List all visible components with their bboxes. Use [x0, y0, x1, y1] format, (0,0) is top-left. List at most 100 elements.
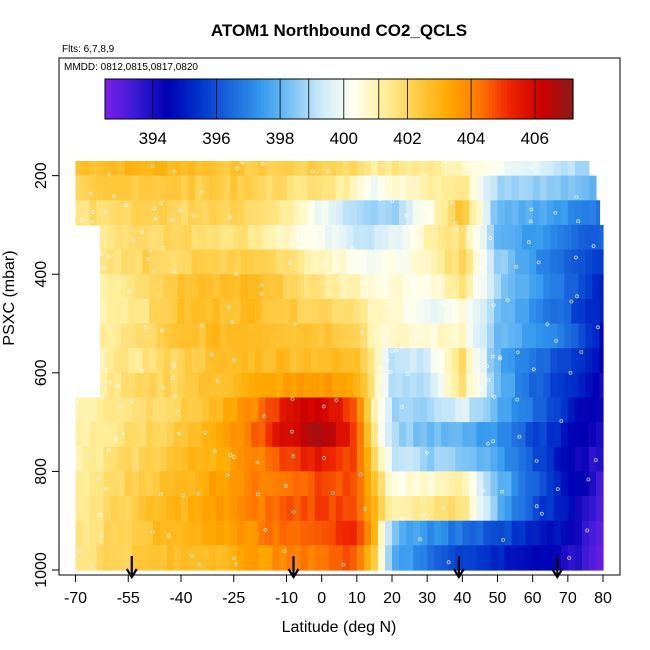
heatmap-cell — [497, 545, 506, 571]
x-tick-label: 60 — [524, 590, 542, 607]
heatmap-cell — [377, 446, 386, 473]
heatmap-cell — [395, 249, 404, 275]
heatmap-cell — [515, 323, 523, 349]
heatmap-cell — [465, 298, 474, 325]
heatmap-cell — [392, 545, 400, 571]
heatmap-cell — [117, 496, 126, 522]
heatmap-cell — [121, 249, 129, 275]
heatmap-cell — [508, 298, 516, 325]
heatmap-cell — [472, 249, 481, 275]
heatmap-cell — [75, 175, 84, 201]
heatmap-cell — [212, 298, 221, 325]
heatmap-cell — [483, 545, 492, 571]
heatmap-cell — [272, 161, 281, 177]
sample-point — [172, 269, 177, 274]
heatmap-cell — [272, 175, 281, 201]
sample-point — [454, 220, 459, 225]
heatmap-cell — [550, 274, 558, 300]
sample-point — [405, 489, 410, 494]
heatmap-cell — [420, 446, 428, 473]
heatmap-cell — [170, 274, 179, 300]
heatmap-cell — [370, 496, 379, 522]
heatmap-cell — [413, 520, 421, 546]
heatmap-cell — [444, 298, 453, 325]
heatmap-cell — [546, 161, 555, 177]
heatmap-cell — [177, 224, 186, 251]
colorbar-swatch — [164, 79, 168, 119]
sample-point — [388, 369, 393, 374]
sample-point — [486, 441, 491, 446]
heatmap-cell — [374, 298, 383, 325]
sample-point — [234, 562, 239, 567]
heatmap-cell — [413, 446, 421, 473]
heatmap-cell — [96, 496, 105, 522]
heatmap-cell — [585, 249, 594, 275]
sample-point — [151, 163, 156, 168]
heatmap-cell — [135, 298, 143, 325]
heatmap-cell — [272, 520, 281, 546]
heatmap-cell — [103, 496, 112, 522]
sample-point — [399, 344, 404, 349]
sample-point — [491, 303, 496, 308]
sample-point — [118, 404, 123, 408]
heatmap-cell — [223, 397, 231, 423]
heatmap-cell — [504, 200, 513, 226]
heatmap-cell — [339, 298, 347, 325]
heatmap-cell — [247, 224, 256, 251]
heatmap-cell — [159, 397, 168, 423]
heatmap-cell — [553, 496, 562, 522]
heatmap-cell — [430, 274, 439, 300]
heatmap-cell — [483, 397, 492, 423]
heatmap-cell — [145, 200, 154, 226]
heatmap-cell — [501, 224, 509, 251]
heatmap-cell — [237, 161, 245, 177]
colorbar-swatch — [298, 79, 303, 119]
heatmap-cell — [539, 446, 548, 473]
heatmap-cell — [265, 545, 274, 571]
heatmap-cell — [307, 200, 316, 226]
heatmap-cell — [307, 175, 316, 201]
heatmap-cell — [399, 397, 407, 423]
heatmap-cell — [469, 397, 477, 423]
heatmap-cell — [138, 545, 147, 571]
heatmap-cell — [268, 249, 277, 275]
heatmap-cell — [181, 422, 189, 448]
heatmap-cell — [103, 446, 112, 473]
colorbar-swatch — [217, 79, 222, 119]
heatmap-cell — [353, 224, 361, 251]
heatmap-cell — [244, 446, 252, 473]
heatmap-cell — [430, 348, 439, 374]
heatmap-cell — [173, 471, 182, 497]
heatmap-cell — [406, 200, 414, 226]
sample-point — [172, 169, 177, 174]
heatmap-cell — [413, 397, 421, 423]
heatmap-cell — [138, 422, 147, 448]
heatmap-cell — [501, 274, 509, 300]
heatmap-cell — [462, 545, 470, 571]
heatmap-cell — [300, 496, 309, 522]
heatmap-cell — [265, 161, 274, 177]
colorbar-swatch — [351, 79, 356, 119]
heatmap-cell — [181, 446, 189, 473]
heatmap-cell — [409, 348, 418, 374]
heatmap-cell — [261, 298, 270, 325]
heatmap-cell — [363, 200, 372, 226]
heatmap-cell — [574, 545, 583, 571]
heatmap-cell — [89, 397, 98, 423]
heatmap-cell — [497, 200, 506, 226]
heatmap-cell — [518, 200, 527, 226]
sample-point — [579, 350, 584, 354]
heatmap-cell — [392, 161, 400, 177]
heatmap-cell — [325, 298, 333, 325]
heatmap-cell — [135, 249, 143, 275]
heatmap-cell — [571, 298, 579, 325]
heatmap-cell — [536, 298, 544, 325]
heatmap-cell — [511, 520, 520, 546]
heatmap-cell — [170, 298, 179, 325]
heatmap-cell — [282, 249, 291, 275]
heatmap-cell — [560, 446, 569, 473]
sample-point — [169, 217, 174, 222]
heatmap-cell — [166, 545, 175, 571]
heatmap-cell — [279, 471, 288, 497]
heatmap-cell — [233, 348, 242, 374]
